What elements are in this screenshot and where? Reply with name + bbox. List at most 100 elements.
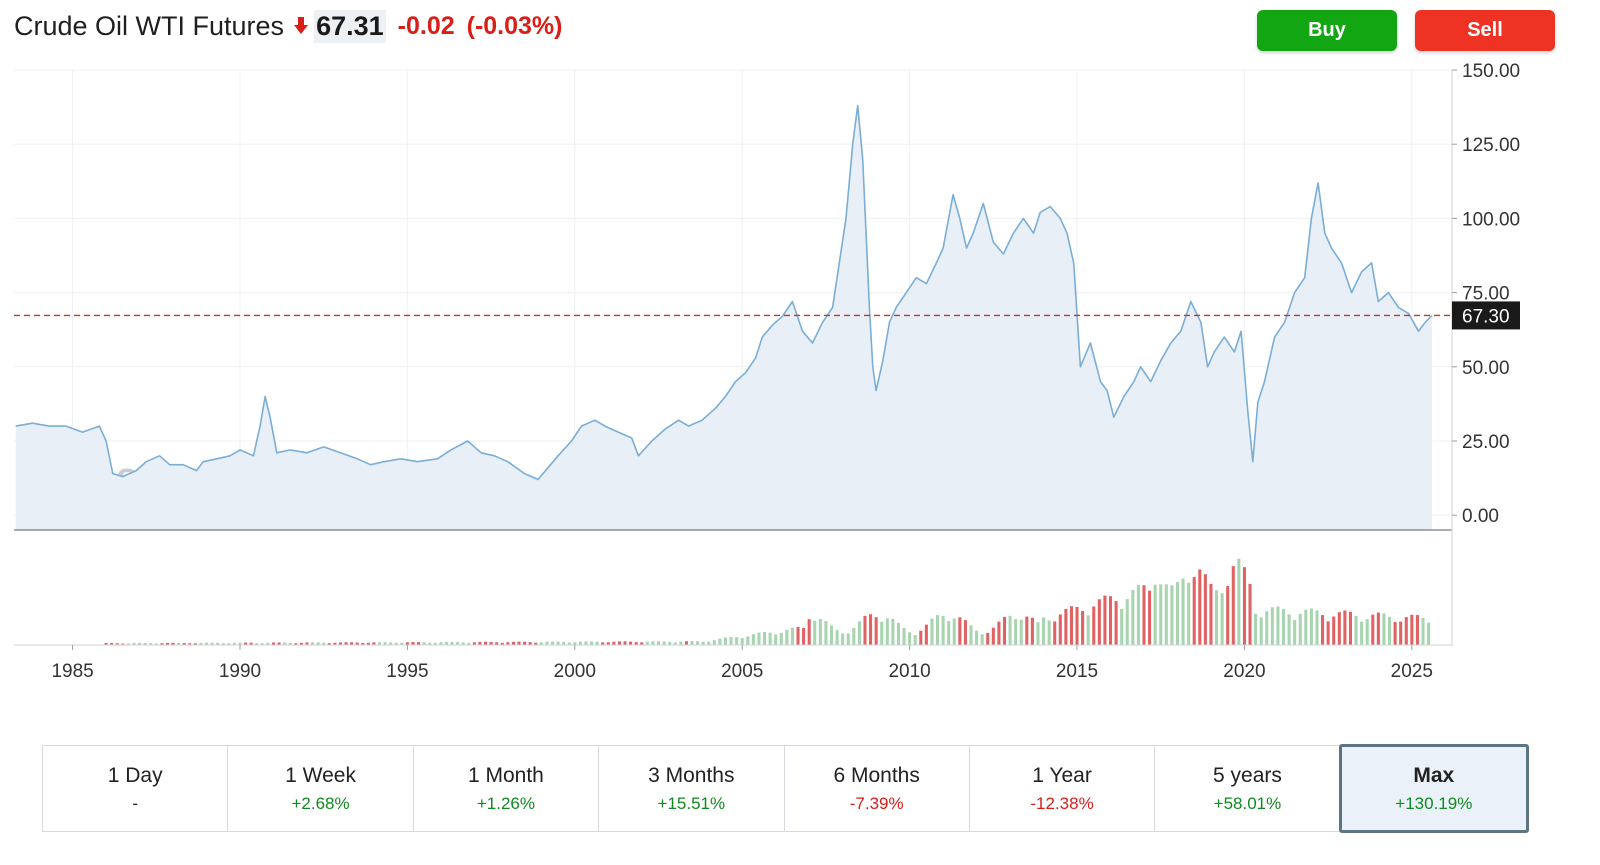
volume-bar <box>1376 612 1380 645</box>
volume-bar <box>1276 606 1280 645</box>
volume-bar <box>266 642 270 645</box>
volume-bar <box>751 634 755 645</box>
range-change: +130.19% <box>1395 793 1473 813</box>
time-range-selector: 1 Day - 1 Week +2.68% 1 Month +1.26% 3 Months +… <box>42 744 1529 833</box>
range-option-1-week[interactable]: 1 Week +2.68% <box>228 746 414 831</box>
volume-bar <box>1136 584 1140 645</box>
range-change: +58.01% <box>1213 793 1282 813</box>
range-label: 1 Week <box>285 763 356 787</box>
volume-bar <box>1315 610 1319 645</box>
volume-bar <box>712 640 716 645</box>
range-option-6-months[interactable]: 6 Months -7.39% <box>785 746 970 831</box>
volume-bar <box>935 615 940 645</box>
volume-bar <box>444 641 449 645</box>
volume-bar <box>1293 619 1297 645</box>
volume-bar <box>880 621 884 645</box>
volume-bar <box>456 642 460 645</box>
volume-bar <box>841 633 845 645</box>
range-label: 5 years <box>1213 763 1282 787</box>
price-area <box>15 105 1432 530</box>
price-chart[interactable]: Investing.com0.0025.0050.0075.00100.0012… <box>0 60 1600 690</box>
volume-bar <box>216 642 220 645</box>
volume-bar <box>450 641 454 645</box>
volume-bar <box>160 643 164 645</box>
volume-bar <box>550 641 555 645</box>
volume-bar <box>1075 606 1079 645</box>
volume-bar <box>1081 611 1085 645</box>
volume-bar <box>350 642 354 645</box>
volume-bar <box>617 641 621 645</box>
volume-bar <box>813 620 817 645</box>
volume-bar <box>1242 567 1246 645</box>
y-tick-label: 125.00 <box>1462 135 1520 156</box>
y-tick-label: 0.00 <box>1462 506 1499 527</box>
volume-bar <box>1069 606 1073 645</box>
sell-button[interactable]: Sell <box>1415 10 1555 51</box>
volume-bar <box>271 642 276 645</box>
volume-bar <box>1270 607 1274 645</box>
range-label: 1 Year <box>1032 763 1092 787</box>
volume-bar <box>986 632 990 645</box>
volume-bar <box>1042 617 1046 645</box>
volume-bar <box>662 641 666 645</box>
volume-bar <box>495 642 499 645</box>
volume-bar <box>696 641 700 645</box>
range-option-3-months[interactable]: 3 Months +15.51% <box>599 746 785 831</box>
volume-bar <box>366 642 370 645</box>
volume-bar <box>483 641 488 645</box>
volume-bar <box>947 621 951 645</box>
volume-bar <box>238 642 242 645</box>
volume-bar <box>1326 621 1330 645</box>
buy-button[interactable]: Buy <box>1257 10 1397 51</box>
volume-bar <box>1399 621 1403 645</box>
volume-bar <box>735 637 739 645</box>
volume-bar <box>1131 590 1135 645</box>
volume-bar <box>143 642 147 645</box>
volume-bar <box>1175 582 1180 645</box>
volume-bar <box>1203 574 1207 645</box>
volume-bar <box>824 621 828 645</box>
range-option-max[interactable]: Max +130.19% <box>1338 744 1529 833</box>
volume-bar <box>110 643 114 645</box>
volume-bar <box>1125 599 1129 645</box>
range-change: -12.38% <box>1030 793 1094 813</box>
volume-bar <box>1231 566 1235 645</box>
volume-bar <box>746 636 750 645</box>
current-price-label: 67.30 <box>1462 306 1510 327</box>
range-change: -7.39% <box>849 793 904 813</box>
x-tick-label: 2010 <box>888 661 930 682</box>
volume-bar <box>204 642 209 645</box>
instrument-header: Crude Oil WTI Futures 67.31 -0.02 (-0.03… <box>14 6 563 46</box>
volume-bar <box>322 642 326 645</box>
range-option-1-day[interactable]: 1 Day - <box>43 746 229 831</box>
range-option-5-years[interactable]: 5 years +58.01% <box>1155 746 1341 831</box>
volume-bar <box>333 642 337 645</box>
volume-bar <box>1259 617 1263 645</box>
volume-bar <box>590 641 594 645</box>
volume-bar <box>863 615 867 645</box>
volume-bar <box>908 632 912 645</box>
volume-bar <box>439 642 443 645</box>
volume-bar <box>1103 595 1107 645</box>
volume-bar <box>640 642 644 645</box>
range-option-1-month[interactable]: 1 Month +1.26% <box>414 746 600 831</box>
volume-bar <box>930 618 934 645</box>
volume-bar <box>428 642 432 645</box>
current-price-tag <box>1452 301 1520 330</box>
volume-bar <box>1360 621 1364 645</box>
y-tick-label: 25.00 <box>1462 432 1510 453</box>
x-tick-label: 1990 <box>219 661 261 682</box>
volume-bar <box>952 618 956 645</box>
range-option-1-year[interactable]: 1 Year -12.38% <box>970 746 1156 831</box>
volume-bar <box>1332 616 1336 645</box>
price-change-percent: (-0.03%) <box>466 11 563 40</box>
volume-bar <box>255 643 259 645</box>
volume-bar <box>997 621 1001 645</box>
volume-bar <box>1159 584 1163 645</box>
volume-bar <box>612 641 616 645</box>
volume-bar <box>182 643 186 645</box>
volume-bar <box>199 642 203 645</box>
volume-bar <box>1030 617 1034 645</box>
range-change: +15.51% <box>657 793 726 813</box>
range-label: Max <box>1413 763 1455 787</box>
